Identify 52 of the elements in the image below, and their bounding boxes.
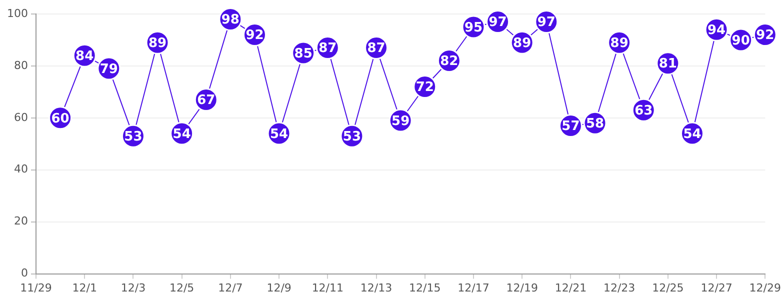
- data-label: 84: [76, 48, 94, 64]
- data-label: 97: [537, 15, 556, 30]
- x-tick-label: 12/9: [266, 281, 292, 294]
- data-label: 87: [318, 41, 337, 56]
- y-tick-label: 40: [14, 162, 28, 176]
- data-label: 81: [658, 56, 677, 72]
- data-label: 59: [392, 114, 410, 129]
- x-tick-label: 11/29: [20, 281, 52, 294]
- data-label: 97: [488, 15, 507, 30]
- data-label: 57: [562, 119, 580, 134]
- data-label: 94: [707, 22, 726, 38]
- data-label: 54: [270, 126, 288, 142]
- data-label: 72: [416, 80, 434, 96]
- x-tick-label: 12/7: [218, 281, 243, 294]
- x-tick-label: 12/13: [360, 281, 392, 294]
- data-label: 89: [513, 36, 532, 51]
- x-tick-label: 12/11: [312, 281, 344, 294]
- x-tick-label: 12/21: [554, 281, 587, 294]
- data-label: 82: [440, 54, 458, 70]
- x-tick-label: 12/25: [652, 281, 684, 294]
- data-label: 92: [756, 28, 774, 44]
- data-label: 53: [342, 129, 362, 144]
- x-tick-label: 12/1: [72, 281, 97, 294]
- x-tick-label: 12/29: [749, 281, 781, 294]
- y-tick-label: 60: [14, 110, 28, 124]
- data-label: 98: [221, 12, 240, 28]
- data-label: 54: [172, 126, 191, 142]
- data-label: 89: [148, 36, 167, 51]
- x-tick-label: 12/5: [169, 281, 194, 294]
- x-tick-label: 12/15: [409, 281, 441, 294]
- data-label: 92: [246, 28, 264, 44]
- y-tick-label: 20: [14, 214, 28, 228]
- x-tick-label: 12/19: [506, 281, 538, 294]
- y-tick-label: 80: [14, 58, 28, 72]
- data-label: 90: [732, 33, 750, 48]
- data-label: 58: [586, 116, 604, 132]
- x-tick-label: 12/3: [120, 281, 146, 294]
- data-label: 60: [51, 111, 70, 126]
- y-tick-label: 0: [20, 266, 28, 280]
- data-label: 87: [367, 41, 386, 56]
- y-tick-label: 100: [6, 6, 28, 20]
- data-label: 89: [610, 36, 628, 51]
- x-tick-label: 12/23: [603, 281, 636, 294]
- data-label: 54: [683, 126, 702, 142]
- data-label: 53: [124, 129, 142, 144]
- x-tick-label: 12/17: [458, 281, 490, 294]
- data-label: 79: [100, 62, 118, 77]
- data-label: 85: [294, 46, 312, 62]
- data-label: 95: [464, 20, 483, 36]
- data-label: 63: [634, 104, 653, 118]
- data-label: 67: [197, 93, 216, 108]
- x-tick-label: 12/27: [700, 281, 732, 294]
